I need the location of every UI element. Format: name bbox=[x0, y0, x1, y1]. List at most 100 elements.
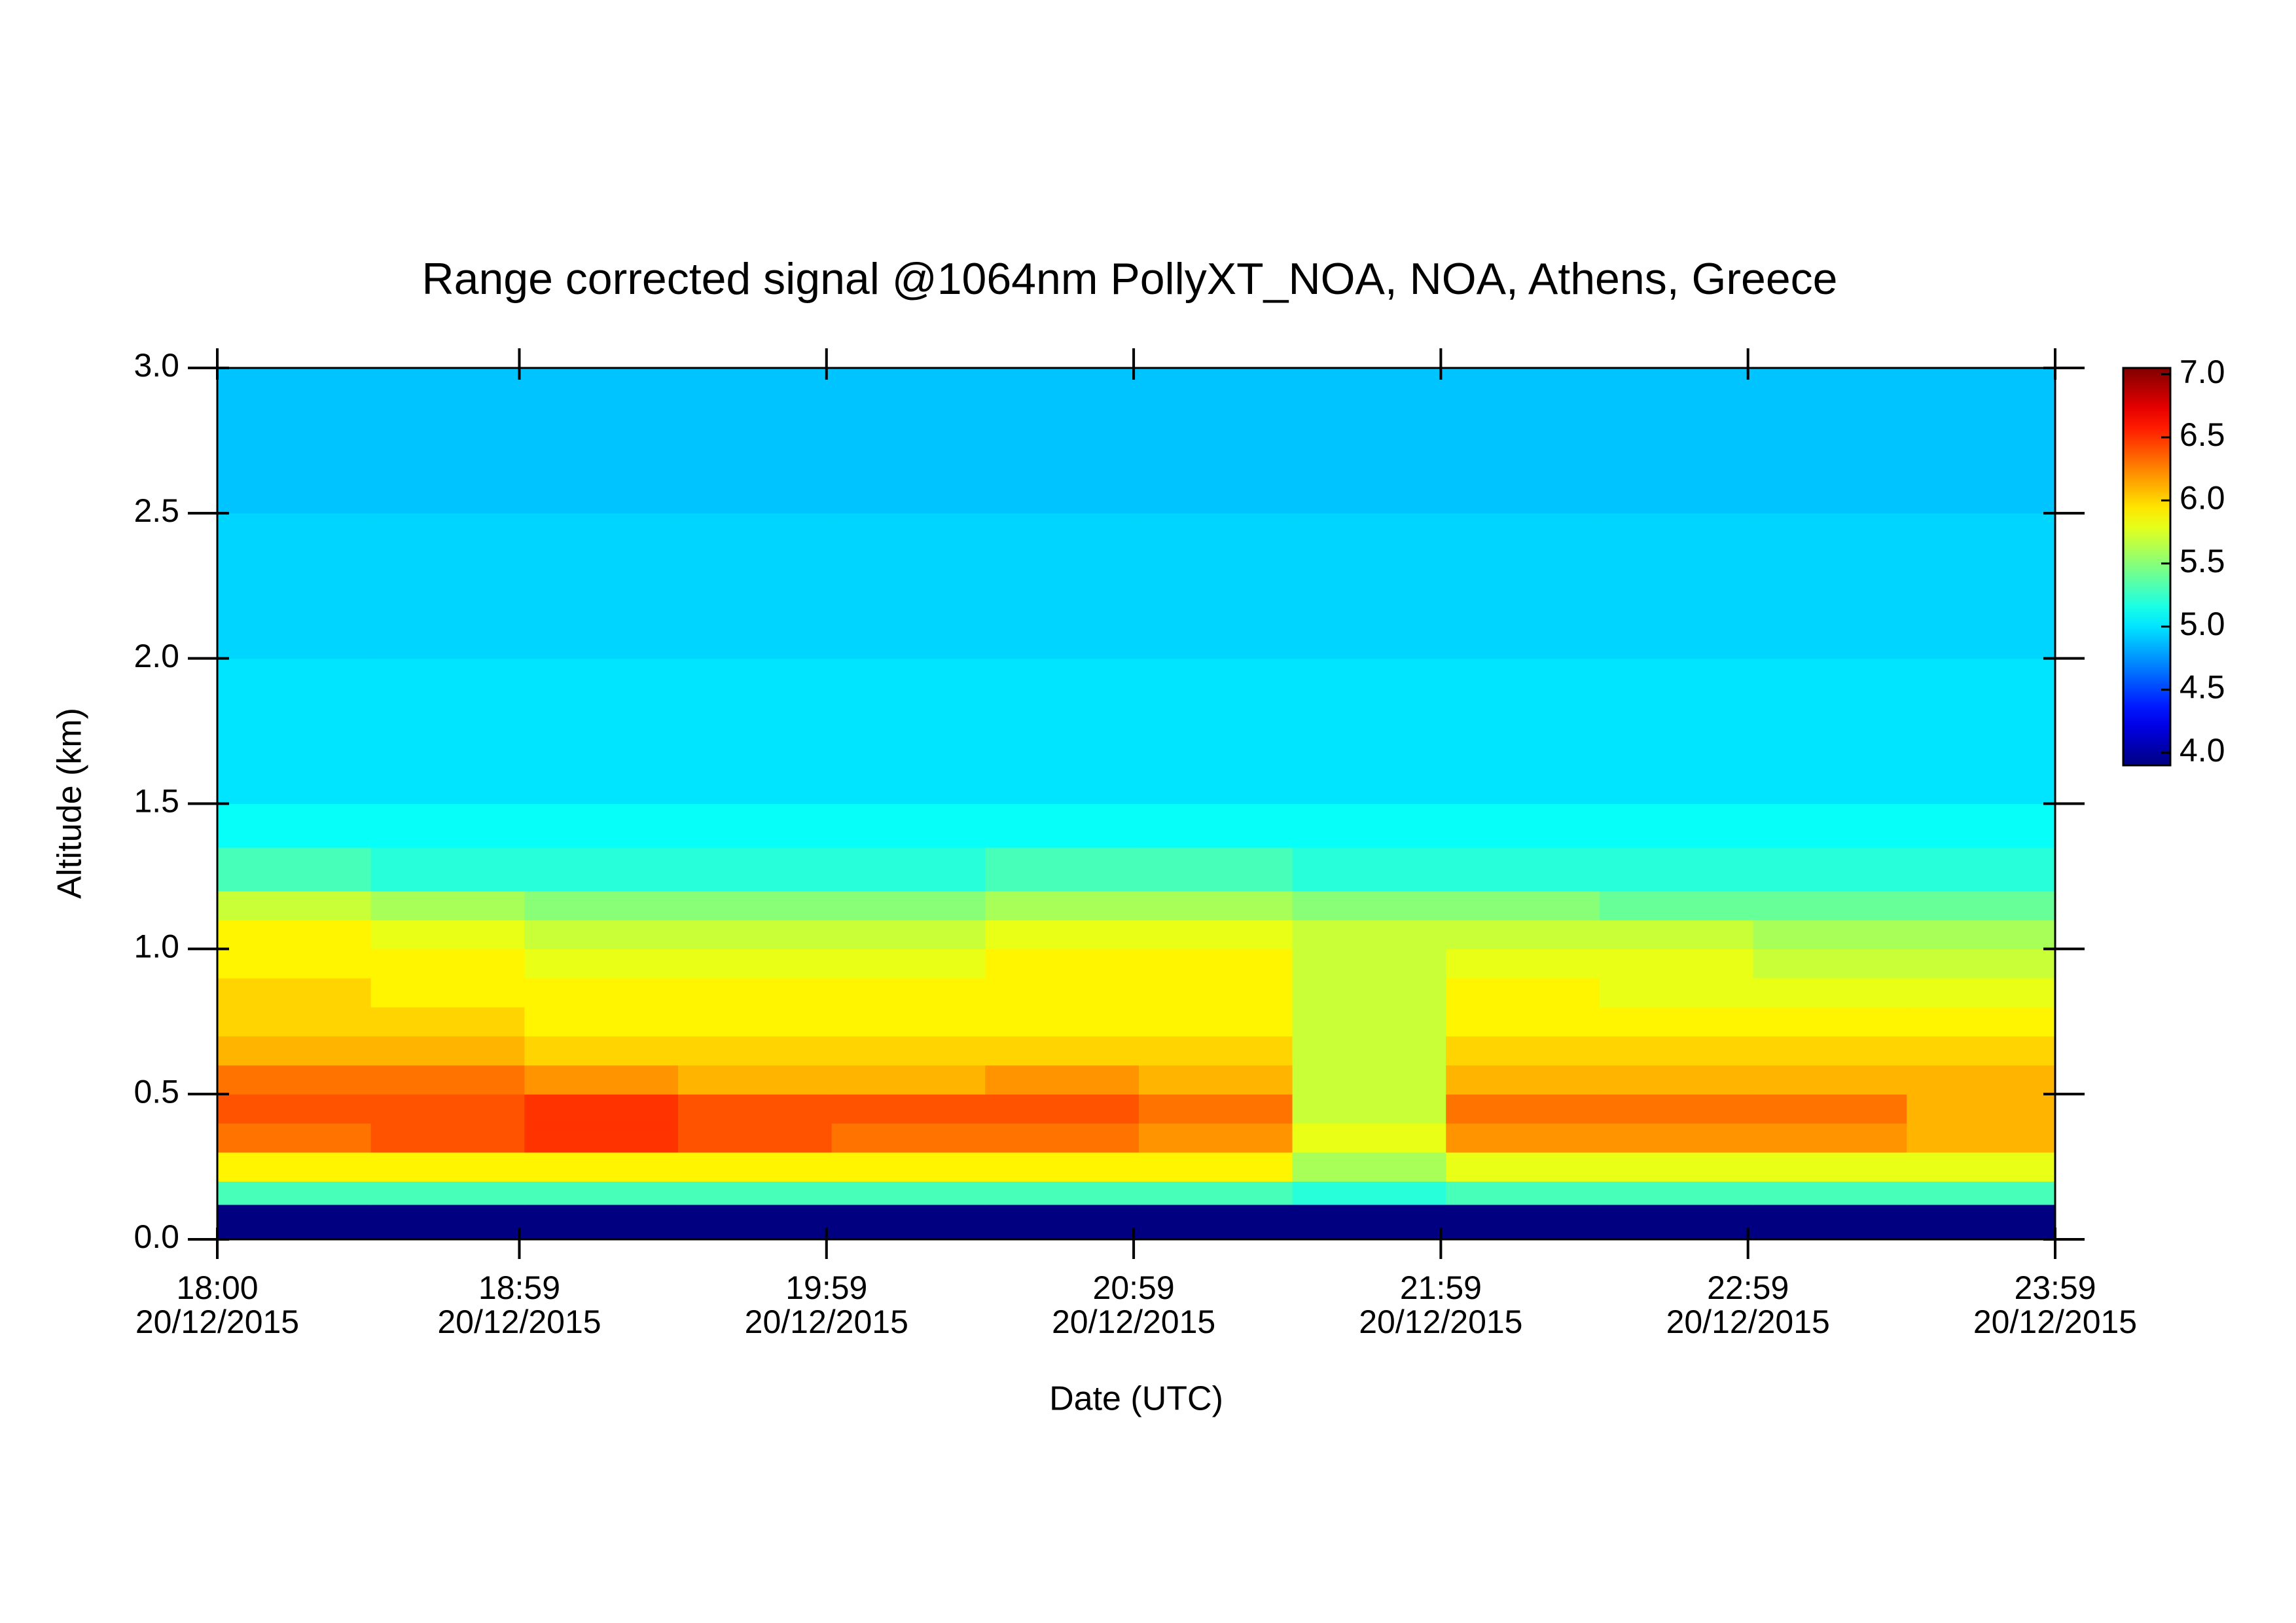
heatmap-cell bbox=[1753, 1123, 1907, 1153]
heatmap bbox=[217, 368, 2055, 1239]
heatmap-cell bbox=[1753, 658, 1907, 732]
heatmap-cell bbox=[1138, 368, 1293, 441]
heatmap-cell bbox=[1599, 1123, 1754, 1153]
heatmap-cell bbox=[217, 440, 372, 514]
heatmap-cell bbox=[1292, 585, 1446, 659]
heatmap-cell bbox=[1599, 1007, 1754, 1037]
heatmap-cell bbox=[985, 1036, 1139, 1066]
heatmap-cell bbox=[1599, 1036, 1754, 1066]
heatmap-cell bbox=[1446, 1007, 1600, 1037]
heatmap-cell bbox=[1138, 1094, 1293, 1124]
heatmap-cell bbox=[677, 1181, 833, 1205]
heatmap-cell bbox=[985, 1181, 1139, 1205]
heatmap-cell bbox=[1907, 731, 2055, 805]
heatmap-cell bbox=[831, 890, 986, 921]
heatmap-cell bbox=[1753, 513, 1907, 587]
heatmap-cell bbox=[1292, 440, 1446, 514]
heatmap-cell bbox=[217, 513, 372, 587]
heatmap-cell bbox=[217, 1036, 372, 1066]
x-tick-label: 18:00 bbox=[176, 1269, 258, 1306]
heatmap-cell bbox=[1753, 890, 1907, 921]
heatmap-cell bbox=[831, 977, 986, 1008]
heatmap-cell bbox=[1138, 440, 1293, 514]
heatmap-cell bbox=[370, 1204, 525, 1239]
heatmap-cell bbox=[370, 1065, 525, 1095]
heatmap-cell bbox=[370, 803, 525, 848]
heatmap-cell bbox=[1599, 803, 1754, 848]
heatmap-cell bbox=[524, 731, 679, 805]
heatmap-cell bbox=[217, 1065, 372, 1095]
heatmap-cell bbox=[831, 803, 986, 848]
heatmap-cell bbox=[677, 585, 833, 659]
heatmap-cell bbox=[524, 977, 679, 1008]
heatmap-cell bbox=[1446, 803, 1600, 848]
heatmap-cell bbox=[1292, 513, 1446, 587]
heatmap-cell bbox=[1446, 1204, 1600, 1239]
x-tick-date: 20/12/2015 bbox=[1666, 1304, 1830, 1340]
heatmap-cell bbox=[1599, 658, 1754, 732]
heatmap-cell bbox=[677, 803, 833, 848]
x-tick-label: 22:59 bbox=[1707, 1269, 1789, 1306]
heatmap-cell bbox=[217, 1152, 372, 1182]
heatmap-cell bbox=[831, 658, 986, 732]
heatmap-cell bbox=[1292, 977, 1446, 1008]
heatmap-cell bbox=[1599, 513, 1754, 587]
heatmap-cell bbox=[677, 890, 833, 921]
heatmap-cell bbox=[524, 1204, 679, 1239]
heatmap-cell bbox=[1599, 440, 1754, 514]
y-tick-label: 0.0 bbox=[134, 1218, 179, 1255]
heatmap-cell bbox=[1907, 977, 2055, 1008]
heatmap-cell bbox=[524, 513, 679, 587]
heatmap-cell bbox=[1907, 847, 2055, 892]
heatmap-cell bbox=[524, 368, 679, 441]
heatmap-cell bbox=[985, 440, 1139, 514]
heatmap-cell bbox=[1446, 1065, 1600, 1095]
heatmap-cell bbox=[1292, 890, 1446, 921]
heatmap-cell bbox=[1753, 1036, 1907, 1066]
heatmap-cell bbox=[1292, 919, 1446, 949]
heatmap-cell bbox=[677, 977, 833, 1008]
heatmap-cell bbox=[831, 1065, 986, 1095]
heatmap-cell bbox=[217, 890, 372, 921]
heatmap-cell bbox=[1292, 1123, 1446, 1153]
heatmap-cell bbox=[1599, 585, 1754, 659]
y-tick-label: 1.0 bbox=[134, 928, 179, 965]
heatmap-cell bbox=[1907, 1094, 2055, 1124]
heatmap-cell bbox=[985, 585, 1139, 659]
heatmap-cell bbox=[677, 1036, 833, 1066]
heatmap-cell bbox=[831, 949, 986, 979]
heatmap-cell bbox=[677, 731, 833, 805]
heatmap-cell bbox=[1907, 440, 2055, 514]
x-tick-date: 20/12/2015 bbox=[1359, 1304, 1522, 1340]
heatmap-cell bbox=[524, 803, 679, 848]
heatmap-cell bbox=[1138, 585, 1293, 659]
heatmap-cell bbox=[831, 440, 986, 514]
colorbar-tick-label: 4.5 bbox=[2179, 669, 2225, 706]
heatmap-cell bbox=[217, 585, 372, 659]
heatmap-cell bbox=[1599, 1181, 1754, 1205]
colorbar-tick-label: 6.0 bbox=[2179, 480, 2225, 517]
colorbar-tick-label: 7.0 bbox=[2179, 354, 2225, 390]
heatmap-cell bbox=[370, 440, 525, 514]
heatmap-cell bbox=[1907, 890, 2055, 921]
x-tick-label: 21:59 bbox=[1400, 1269, 1482, 1306]
heatmap-cell bbox=[217, 1123, 372, 1153]
heatmap-cell bbox=[217, 847, 372, 892]
heatmap-cell bbox=[677, 658, 833, 732]
heatmap-cell bbox=[1599, 919, 1754, 949]
heatmap-cell bbox=[985, 977, 1139, 1008]
heatmap-cell bbox=[370, 919, 525, 949]
heatmap-cell bbox=[524, 1123, 679, 1153]
heatmap-cell bbox=[1138, 1123, 1293, 1153]
heatmap-cell bbox=[1446, 368, 1600, 441]
heatmap-cell bbox=[677, 513, 833, 587]
heatmap-cell bbox=[1753, 368, 1907, 441]
heatmap-cell bbox=[831, 1123, 986, 1153]
heatmap-cell bbox=[831, 1094, 986, 1124]
heatmap-cell bbox=[1599, 847, 1754, 892]
heatmap-cell bbox=[1138, 1007, 1293, 1037]
colorbar-tick-label: 5.0 bbox=[2179, 606, 2225, 642]
heatmap-cell bbox=[1138, 803, 1293, 848]
x-tick-date: 20/12/2015 bbox=[1973, 1304, 2137, 1340]
